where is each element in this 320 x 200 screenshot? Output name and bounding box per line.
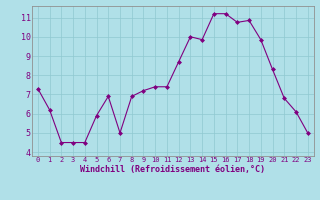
X-axis label: Windchill (Refroidissement éolien,°C): Windchill (Refroidissement éolien,°C) — [80, 165, 265, 174]
